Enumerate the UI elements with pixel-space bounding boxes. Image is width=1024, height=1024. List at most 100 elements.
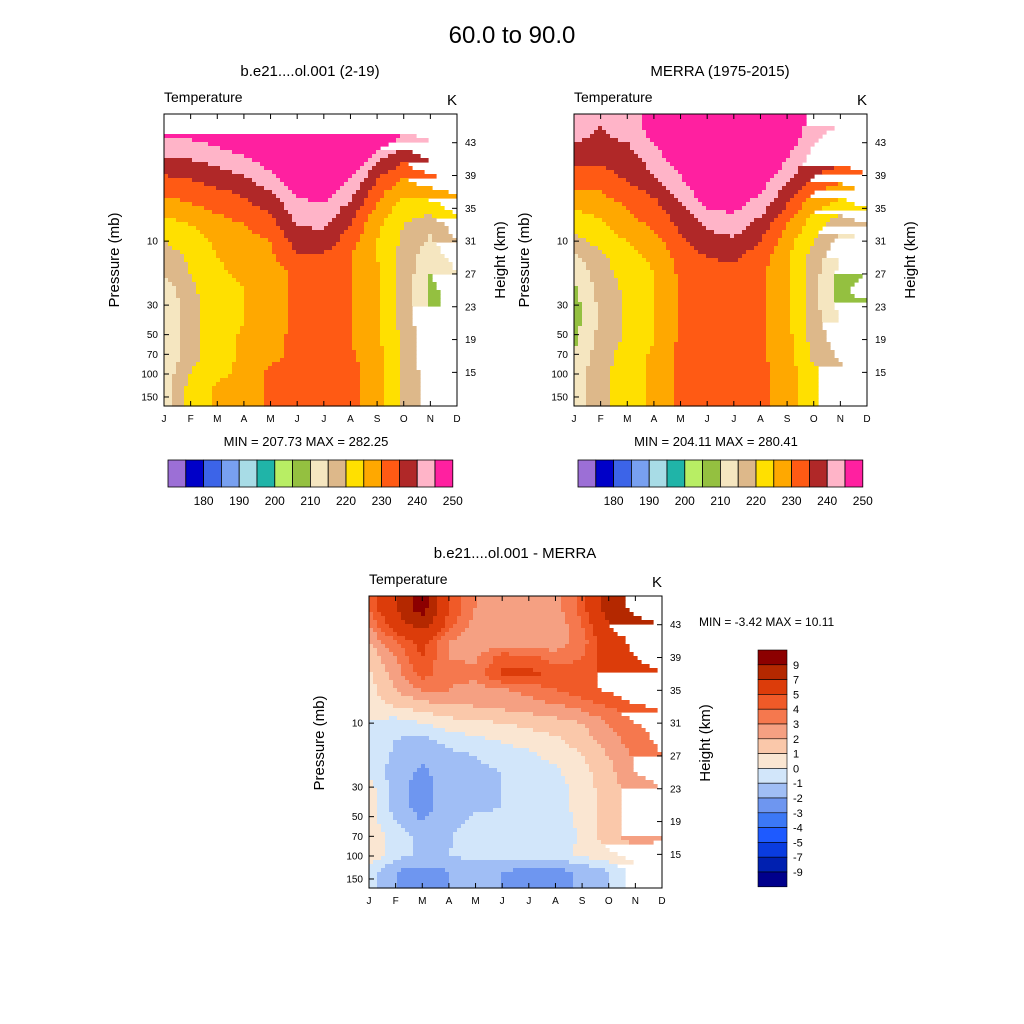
panel-merra-fill-cell: [766, 350, 795, 355]
panel-diff-fill-cell: [393, 680, 410, 685]
panel-diff-fill-cell: [501, 884, 574, 889]
panel-merra-x-tick-label: J: [731, 414, 736, 425]
panel-diff-fill-cell: [585, 608, 602, 613]
panel-model-fill-cell: [352, 250, 377, 255]
panel-diff-fill-cell: [405, 652, 422, 657]
panel-model-fill-cell: [236, 278, 289, 283]
panel-merra-fill-cell: [686, 238, 763, 243]
panel-model-fill-cell: [176, 370, 193, 375]
panel-model-fill-cell: [400, 346, 417, 351]
panel-model-fill-cell: [164, 338, 181, 343]
panel-model-fill-cell: [172, 246, 213, 251]
panel-merra-fill-cell: [662, 206, 687, 211]
panel-model-fill-cell: [352, 278, 381, 283]
panel-merra-fill-cell: [806, 310, 823, 315]
panel-model-fill-cell: [372, 210, 393, 215]
panel-diff-fill-cell: [369, 644, 374, 649]
panel-model-fill-cell: [164, 194, 241, 199]
panel-merra-fill-cell: [586, 398, 611, 403]
panel-model-title: b.e21....ol.001 (2-19): [240, 63, 379, 80]
panel-merra-colorbar-label: 180: [604, 494, 624, 508]
panel-merra-fill-cell: [574, 246, 599, 251]
panel-merra-fill-cell: [678, 286, 767, 291]
panel-merra-fill-cell: [694, 190, 763, 195]
panel-diff-fill-cell: [613, 768, 634, 773]
panel-model-fill-cell: [280, 226, 313, 231]
panel-diff-fill-cell: [405, 636, 434, 641]
panel-merra-fill-cell: [794, 242, 815, 247]
panel-diff-fill-cell: [541, 756, 586, 761]
panel-diff-fill-cell: [373, 628, 382, 633]
panel-model-fill-cell: [184, 394, 213, 399]
panel-diff-fill-cell: [369, 712, 434, 717]
panel-model-fill-cell: [428, 290, 441, 295]
panel-model-fill-cell: [164, 198, 181, 203]
panel-model-fill-cell: [340, 186, 361, 191]
panel-merra-fill-cell: [650, 226, 679, 231]
panel-model-fill-cell: [364, 202, 377, 207]
panel-model-fill-cell: [376, 254, 397, 259]
panel-model-height-tick-label: 27: [465, 269, 477, 280]
panel-diff-fill-cell: [369, 832, 386, 837]
panel-model-fill-cell: [336, 190, 357, 195]
panel-diff-fill-cell: [389, 788, 410, 793]
panel-merra-fill-cell: [574, 334, 579, 339]
panel-model-fill-cell: [396, 150, 413, 155]
panel-diff-fill-cell: [381, 656, 398, 661]
panel-merra-fill-cell: [574, 390, 587, 395]
panel-diff-fill-cell: [413, 684, 454, 689]
panel-merra-fill-cell: [682, 234, 731, 239]
panel-model-fill-cell: [380, 342, 401, 347]
panel-model-fill-cell: [192, 158, 253, 163]
panel-diff-fill-cell: [393, 740, 438, 745]
panel-model-fill-cell: [264, 186, 289, 191]
panel-merra-fill-cell: [574, 142, 631, 147]
panel-merra-fill-cell: [778, 170, 799, 175]
panel-model-fill-cell: [360, 186, 373, 191]
panel-model-fill-cell: [376, 246, 397, 251]
panel-merra-fill-cell: [678, 322, 767, 327]
panel-merra-fill-cell: [806, 286, 819, 291]
panel-diff-fill-cell: [397, 820, 466, 825]
panel-merra-colorbar-swatch: [702, 459, 721, 488]
panel-merra-fill-cell: [674, 194, 695, 199]
panel-model-fill-cell: [268, 366, 361, 371]
panel-merra-fill-cell: [586, 374, 611, 379]
panel-diff-fill-cell: [389, 672, 402, 677]
panel-model-colorbar-swatch: [292, 459, 311, 488]
panel-diff-colorbar-swatch: [757, 694, 788, 710]
panel-merra-fill-cell: [794, 342, 811, 347]
panel-merra-fill-cell: [574, 206, 627, 211]
panel-diff-fill-cell: [501, 796, 570, 801]
panel-diff-fill-cell: [393, 652, 406, 657]
panel-diff-fill-cell: [389, 624, 414, 629]
panel-diff-fill-cell: [501, 784, 570, 789]
panel-model-fill-cell: [240, 194, 277, 199]
panel-merra-fill-cell: [794, 194, 811, 199]
panel-diff-fill-cell: [449, 604, 462, 609]
panel-model-fill-cell: [244, 310, 289, 315]
panel-diff-fill-cell: [605, 752, 630, 757]
panel-model-fill-cell: [172, 402, 185, 407]
panel-model-fill-cell: [352, 318, 381, 323]
panel-model-fill-cell: [340, 210, 357, 215]
panel-model-fill-cell: [236, 354, 285, 359]
panel-merra-fill-cell: [806, 182, 839, 187]
panel-merra-fill-cell: [590, 362, 615, 367]
panel-merra-fill-cell: [638, 218, 671, 223]
panel-diff-x-tick-label: M: [418, 896, 426, 907]
panel-diff-fill-cell: [369, 628, 374, 633]
panel-merra-ylabel: Pressure (mb): [516, 212, 533, 307]
panel-diff-fill-cell: [449, 656, 478, 661]
panel-merra-pressure-tick-label: 10: [557, 237, 569, 248]
panel-diff-fill-cell: [437, 600, 450, 605]
panel-model-fill-cell: [380, 294, 397, 299]
panel-model-y2label: Height (km): [492, 221, 509, 299]
panel-merra-fill-cell: [574, 374, 587, 379]
panel-merra-fill-cell: [774, 246, 795, 251]
panel-diff-fill-cell: [589, 712, 622, 717]
panel-model-fill-cell: [260, 234, 285, 239]
panel-diff-x-tick-label: S: [579, 896, 586, 907]
panel-model-fill-cell: [328, 198, 353, 203]
